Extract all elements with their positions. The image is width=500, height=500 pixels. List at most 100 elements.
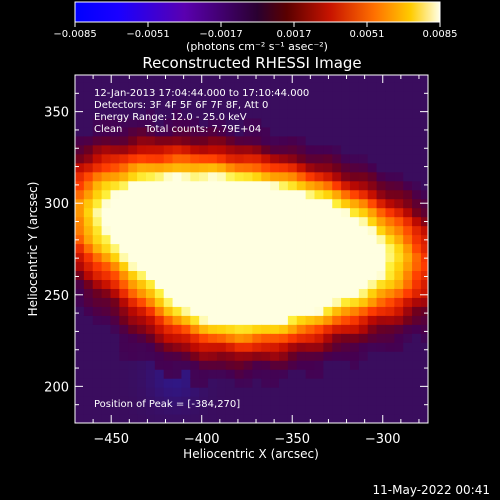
heatmap-cell xyxy=(208,198,218,209)
heatmap-cell xyxy=(287,324,298,334)
heatmap-cell xyxy=(287,369,298,379)
heatmap-cell xyxy=(199,333,209,343)
heatmap-cell xyxy=(92,261,103,272)
heatmap-cell xyxy=(128,234,138,245)
heatmap-cell xyxy=(252,414,262,423)
heatmap-cell xyxy=(420,234,428,245)
heatmap-cell xyxy=(394,189,404,200)
heatmap-cell xyxy=(163,279,174,289)
heatmap-cell xyxy=(287,405,298,415)
heatmap-cell xyxy=(412,279,422,289)
heatmap-cell xyxy=(137,225,147,236)
heatmap-cell xyxy=(243,378,253,388)
heatmap-cell xyxy=(154,297,165,307)
heatmap-cell xyxy=(376,387,387,397)
heatmap-cell xyxy=(172,405,183,415)
heatmap-cell xyxy=(367,126,378,137)
heatmap-cell xyxy=(181,162,191,173)
heatmap-cell xyxy=(208,297,218,307)
heatmap-cell xyxy=(296,333,307,343)
heatmap-cell xyxy=(287,288,298,298)
heatmap-cell xyxy=(119,333,129,343)
heatmap-cell xyxy=(163,414,174,423)
heatmap-cell xyxy=(341,261,351,272)
heatmap-cell xyxy=(287,117,298,128)
heatmap-cell xyxy=(270,180,280,191)
heatmap-cell xyxy=(128,261,138,272)
heatmap-cell xyxy=(358,153,369,164)
heatmap-cell xyxy=(199,225,209,236)
heatmap-cell xyxy=(137,108,147,119)
heatmap-cell xyxy=(163,378,174,388)
heatmap-cell xyxy=(83,90,94,101)
heatmap-cell xyxy=(394,342,404,352)
heatmap-cell xyxy=(75,324,85,334)
heatmap-cell xyxy=(358,405,369,415)
heatmap-cell xyxy=(172,351,183,361)
heatmap-cell xyxy=(279,261,289,272)
heatmap-cell xyxy=(394,288,404,298)
heatmap-cell xyxy=(199,189,209,200)
heatmap-cell xyxy=(190,198,200,209)
heatmap-cell xyxy=(110,270,120,280)
heatmap-cell xyxy=(332,279,342,289)
heatmap-cell xyxy=(243,324,253,334)
heatmap-cell xyxy=(128,225,138,236)
heatmap-cell xyxy=(145,414,156,423)
heatmap-cell xyxy=(270,270,280,280)
heatmap-cell xyxy=(420,252,428,263)
heatmap-cell xyxy=(101,396,112,406)
heatmap-cell xyxy=(234,75,245,83)
heatmap-cell xyxy=(403,162,413,173)
heatmap-cell xyxy=(287,234,298,245)
heatmap-cell xyxy=(305,99,316,110)
heatmap-cell xyxy=(252,333,262,343)
heatmap-cell xyxy=(279,75,289,83)
heatmap-cell xyxy=(154,234,165,245)
heatmap-cell xyxy=(110,351,120,361)
heatmap-cell xyxy=(270,342,280,352)
heatmap-cell xyxy=(145,117,156,128)
heatmap-cell xyxy=(314,369,324,379)
heatmap-cell xyxy=(110,207,120,218)
heatmap-cell xyxy=(137,207,147,218)
heatmap-cell xyxy=(243,207,253,218)
heatmap-cell xyxy=(261,414,271,423)
heatmap-cell xyxy=(385,135,395,146)
heatmap-cell xyxy=(270,261,280,272)
heatmap-cell xyxy=(163,81,174,92)
heatmap-cell xyxy=(261,162,271,173)
heatmap-cell xyxy=(412,387,422,397)
heatmap-cell xyxy=(208,342,218,352)
heatmap-cell xyxy=(252,261,262,272)
heatmap-cell xyxy=(163,297,174,307)
heatmap-cell xyxy=(243,360,253,370)
heatmap-cell xyxy=(261,189,271,200)
heatmap-cell xyxy=(252,108,262,119)
heatmap-cell xyxy=(190,144,200,155)
heatmap-cell xyxy=(163,369,174,379)
heatmap-cell xyxy=(341,225,351,236)
heatmap-cell xyxy=(261,216,271,227)
heatmap-cell xyxy=(154,108,165,119)
heatmap-cell xyxy=(314,306,324,316)
heatmap-cell xyxy=(314,234,324,245)
heatmap-cell xyxy=(110,378,120,388)
heatmap-cell xyxy=(83,387,94,397)
heatmap-cell xyxy=(154,126,165,137)
heatmap-cell xyxy=(172,198,183,209)
heatmap-cell xyxy=(154,288,165,298)
heatmap-cell xyxy=(349,369,360,379)
heatmap-cell xyxy=(172,279,183,289)
heatmap-cell xyxy=(145,108,156,119)
heatmap-cell xyxy=(376,75,387,83)
heatmap-cell xyxy=(137,252,147,263)
heatmap-cell xyxy=(172,252,183,263)
heatmap-cell xyxy=(181,243,191,254)
heatmap-cell xyxy=(101,90,112,101)
heatmap-cell xyxy=(358,351,369,361)
heatmap-cell xyxy=(287,126,298,137)
heatmap-cell xyxy=(243,171,253,182)
heatmap-cell xyxy=(101,171,112,182)
heatmap-cell xyxy=(154,342,165,352)
